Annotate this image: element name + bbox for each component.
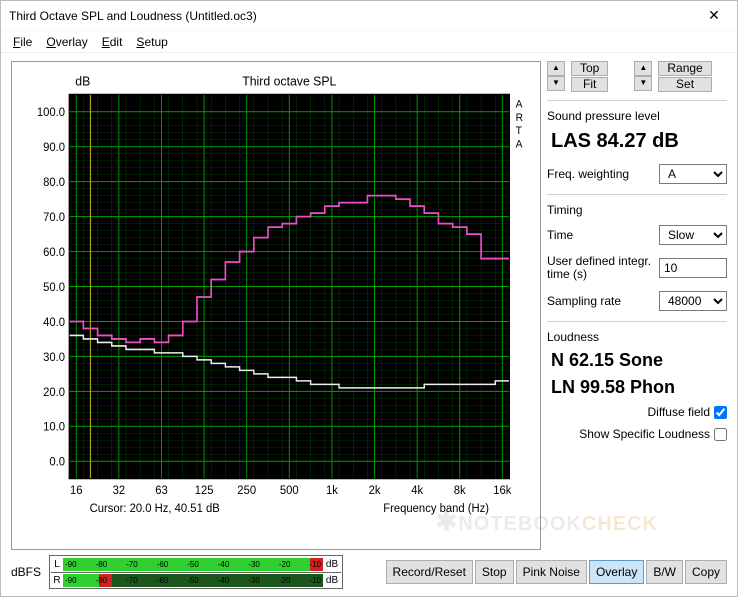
separator	[547, 194, 727, 195]
left-column: 0.0 10.0 20.0 30.0 40.0 50.0 60.0 70.0 80.0 90.0 1…	[11, 61, 541, 550]
separator	[547, 321, 727, 322]
app-window: Third Octave SPL and Loudness (Untitled.…	[0, 0, 738, 597]
sone-reading: N 62.15 Sone	[547, 350, 727, 371]
spl-section-label: Sound pressure level	[547, 109, 727, 123]
svg-text:1k: 1k	[326, 484, 338, 497]
svg-text:40.0: 40.0	[43, 316, 65, 329]
sampling-rate-label: Sampling rate	[547, 294, 655, 308]
svg-text:60.0: 60.0	[43, 246, 65, 259]
set-button[interactable]: Set	[658, 77, 711, 92]
phon-reading: LN 99.58 Phon	[547, 377, 727, 398]
right-panel: ▲ ▼ Top Fit ▲ ▼ Range Set Sound pressu	[547, 61, 727, 550]
top-button[interactable]: Top	[571, 61, 608, 76]
svg-text:63: 63	[155, 484, 168, 497]
svg-text:32: 32	[113, 484, 126, 497]
svg-text:500: 500	[280, 484, 299, 497]
time-select[interactable]: Slow	[659, 225, 727, 245]
menubar: File Overlay Edit Setup	[1, 31, 737, 53]
show-specific-loudness-label: Show Specific Loudness	[579, 427, 710, 441]
svg-text:30.0: 30.0	[43, 350, 65, 363]
meter-row-l: L -90-80-70-60-50-40-30-20-10 dB	[51, 557, 341, 572]
svg-text:2k: 2k	[369, 484, 381, 497]
meter-l-label: L	[51, 559, 63, 570]
spl-chart: 0.0 10.0 20.0 30.0 40.0 50.0 60.0 70.0 80.0 90.0 1…	[20, 70, 532, 545]
menu-file[interactable]: File	[7, 33, 38, 51]
scale-controls: ▲ ▼ Top Fit ▲ ▼ Range Set	[547, 61, 727, 92]
integr-label: User defined integr. time (s)	[547, 255, 655, 281]
svg-text:80.0: 80.0	[43, 176, 65, 189]
diffuse-field-label: Diffuse field	[648, 405, 710, 419]
close-icon[interactable]: ✕	[699, 7, 729, 24]
svg-text:A: A	[516, 98, 524, 110]
svg-text:T: T	[516, 125, 523, 137]
top-up-icon[interactable]: ▲	[547, 61, 565, 76]
svg-text:dB: dB	[75, 73, 90, 89]
freq-weighting-select[interactable]: A	[659, 164, 727, 184]
meter-row-r: R -90-80-70-60-50-40-30-20-10 dB	[51, 572, 341, 587]
titlebar: Third Octave SPL and Loudness (Untitled.…	[1, 1, 737, 31]
svg-text:16: 16	[70, 484, 83, 497]
sampling-rate-select[interactable]: 48000	[659, 291, 727, 311]
chart-frame: 0.0 10.0 20.0 30.0 40.0 50.0 60.0 70.0 80.0 90.0 1…	[11, 61, 541, 550]
level-meters: L -90-80-70-60-50-40-30-20-10 dB R -90-8…	[49, 555, 343, 589]
action-buttons: Record/Reset Stop Pink Noise Overlay B/W…	[386, 560, 727, 584]
range-button[interactable]: Range	[658, 61, 711, 76]
meter-r-label: R	[51, 575, 63, 586]
fit-button[interactable]: Fit	[571, 77, 608, 92]
stop-button[interactable]: Stop	[475, 560, 514, 584]
bw-button[interactable]: B/W	[646, 560, 683, 584]
bottom-bar: dBFS L -90-80-70-60-50-40-30-20-10 dB R …	[1, 554, 737, 596]
show-specific-loudness-checkbox[interactable]	[714, 428, 727, 441]
dbfs-label: dBFS	[11, 565, 41, 579]
top-spinner: ▲ ▼	[547, 61, 565, 92]
menu-setup[interactable]: Setup	[130, 33, 173, 51]
meter-db-suffix: dB	[323, 559, 341, 570]
time-label: Time	[547, 228, 655, 242]
svg-text:A: A	[516, 138, 524, 150]
svg-text:Frequency band (Hz): Frequency band (Hz)	[383, 501, 489, 514]
separator	[547, 100, 727, 101]
svg-text:R: R	[516, 111, 524, 123]
copy-button[interactable]: Copy	[685, 560, 727, 584]
range-spinner: ▲ ▼	[634, 61, 652, 92]
meter-db-suffix: dB	[323, 575, 341, 586]
svg-text:50.0: 50.0	[43, 281, 65, 294]
svg-text:4k: 4k	[411, 484, 423, 497]
svg-text:Cursor: 20.0 Hz, 40.51 dB: Cursor: 20.0 Hz, 40.51 dB	[90, 501, 220, 514]
svg-text:90.0: 90.0	[43, 141, 65, 154]
svg-text:16k: 16k	[493, 484, 511, 497]
svg-text:125: 125	[195, 484, 214, 497]
overlay-button[interactable]: Overlay	[589, 560, 644, 584]
svg-text:8k: 8k	[454, 484, 466, 497]
svg-text:0.0: 0.0	[49, 455, 65, 468]
record-reset-button[interactable]: Record/Reset	[386, 560, 473, 584]
svg-text:250: 250	[237, 484, 256, 497]
freq-weighting-label: Freq. weighting	[547, 167, 655, 181]
menu-edit[interactable]: Edit	[96, 33, 129, 51]
meter-r-track: -90-80-70-60-50-40-30-20-10	[63, 574, 323, 587]
range-down-icon[interactable]: ▼	[634, 76, 652, 91]
client-area: 0.0 10.0 20.0 30.0 40.0 50.0 60.0 70.0 80.0 90.0 1…	[1, 53, 737, 554]
timing-section-label: Timing	[547, 203, 727, 217]
top-down-icon[interactable]: ▼	[547, 76, 565, 91]
svg-text:20.0: 20.0	[43, 385, 65, 398]
range-up-icon[interactable]: ▲	[634, 61, 652, 76]
meter-l-track: -90-80-70-60-50-40-30-20-10	[63, 558, 323, 571]
window-title: Third Octave SPL and Loudness (Untitled.…	[9, 9, 699, 23]
svg-text:100.0: 100.0	[37, 106, 66, 119]
svg-text:Third octave SPL: Third octave SPL	[242, 73, 336, 89]
pink-noise-button[interactable]: Pink Noise	[516, 560, 587, 584]
svg-text:10.0: 10.0	[43, 420, 65, 433]
menu-overlay[interactable]: Overlay	[40, 33, 93, 51]
svg-text:70.0: 70.0	[43, 211, 65, 224]
loudness-section-label: Loudness	[547, 330, 727, 344]
integr-time-input[interactable]	[659, 258, 727, 278]
spl-reading: LAS 84.27 dB	[547, 129, 727, 156]
diffuse-field-checkbox[interactable]	[714, 406, 727, 419]
